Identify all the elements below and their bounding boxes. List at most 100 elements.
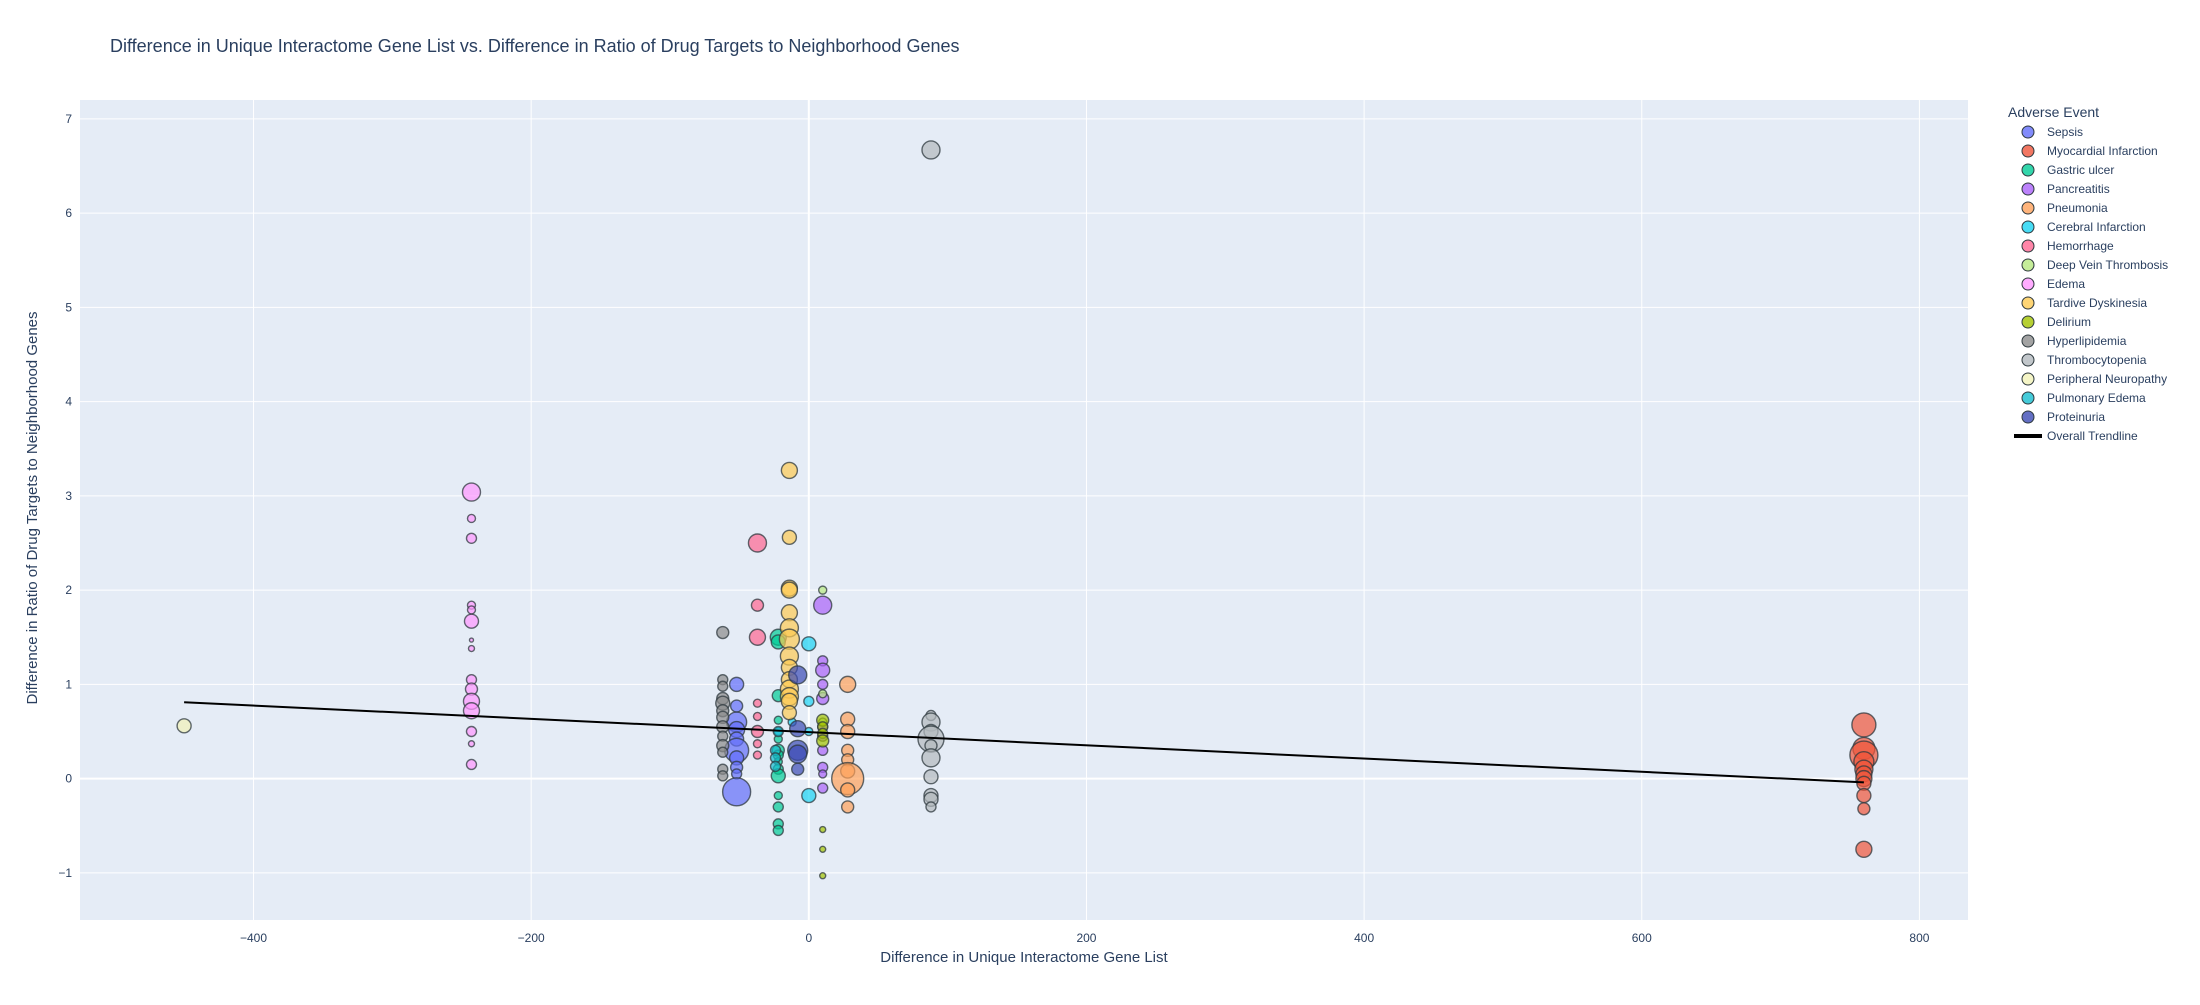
data-point[interactable] (721, 777, 752, 807)
data-point[interactable] (752, 698, 763, 708)
legend-item[interactable]: Tardive Dyskinesia (2021, 296, 2147, 310)
legend-title: Adverse Event (2008, 104, 2099, 120)
data-point[interactable] (750, 724, 765, 739)
legend-label: Gastric ulcer (2047, 163, 2114, 177)
data-point[interactable] (789, 719, 807, 738)
data-point[interactable] (816, 734, 830, 748)
legend-marker (2021, 277, 2035, 291)
data-point[interactable] (780, 461, 799, 480)
data-point[interactable] (773, 715, 783, 725)
data-point[interactable] (817, 782, 829, 794)
data-point[interactable] (803, 695, 815, 708)
legend-item[interactable]: Deep Vein Thrombosis (2021, 258, 2168, 272)
legend-marker (2021, 391, 2035, 405)
data-point[interactable] (921, 748, 941, 768)
legend-item[interactable]: Cerebral Infarction (2021, 220, 2146, 234)
x-tick-label: 200 (1076, 931, 1096, 945)
data-point[interactable] (467, 644, 476, 653)
data-point[interactable] (729, 699, 744, 713)
data-point[interactable] (839, 782, 856, 798)
data-point[interactable] (750, 598, 765, 612)
data-point[interactable] (465, 758, 478, 771)
data-point[interactable] (465, 532, 478, 544)
legend-label: Hyperlipidemia (2047, 334, 2127, 348)
data-points (176, 140, 1879, 880)
legend-item[interactable]: Proteinuria (2021, 410, 2105, 424)
series-tardive-dyskinesia (778, 461, 801, 721)
data-point[interactable] (781, 529, 798, 546)
legend[interactable]: Adverse Event Sepsis Myocardial Infarction… (2008, 104, 2168, 443)
data-point[interactable] (752, 711, 763, 722)
data-point[interactable] (819, 825, 827, 834)
data-point[interactable] (728, 676, 745, 693)
data-point[interactable] (781, 704, 798, 721)
data-point[interactable] (925, 801, 937, 813)
data-point[interactable] (752, 750, 763, 760)
data-point[interactable] (1856, 787, 1872, 804)
y-tick-label: 3 (65, 489, 72, 503)
data-point[interactable] (819, 845, 827, 854)
data-point[interactable] (772, 824, 784, 837)
data-point[interactable] (818, 689, 828, 699)
x-tick-label: −200 (518, 931, 545, 945)
legend-label: Pancreatitis (2047, 182, 2110, 196)
data-point[interactable] (468, 637, 475, 643)
x-tick-label: −400 (240, 931, 267, 945)
data-point[interactable] (773, 790, 783, 801)
legend-item[interactable]: Edema (2021, 277, 2085, 291)
data-point[interactable] (465, 725, 478, 738)
data-point[interactable] (780, 581, 799, 599)
data-point[interactable] (747, 533, 768, 553)
data-point[interactable] (778, 628, 801, 650)
data-point[interactable] (717, 680, 729, 692)
data-point[interactable] (772, 801, 784, 813)
data-point[interactable] (466, 513, 477, 524)
legend-label: Hemorrhage (2047, 239, 2114, 253)
legend-item[interactable]: Hemorrhage (2021, 239, 2114, 253)
data-point[interactable] (717, 746, 729, 758)
data-point[interactable] (921, 140, 941, 160)
legend-item[interactable]: Delirium (2021, 315, 2091, 329)
data-point[interactable] (788, 744, 808, 764)
legend-item[interactable]: Sepsis (2021, 125, 2083, 139)
legend-item[interactable]: Hyperlipidemia (2021, 334, 2127, 348)
data-point[interactable] (801, 787, 817, 804)
data-point[interactable] (815, 662, 831, 678)
data-point[interactable] (748, 628, 767, 646)
legend-item[interactable]: Gastric ulcer (2021, 163, 2114, 177)
data-point[interactable] (717, 770, 729, 782)
data-point[interactable] (462, 702, 481, 720)
legend-item[interactable]: Thrombocytopenia (2021, 353, 2147, 367)
legend-label: Pneumonia (2047, 201, 2108, 215)
legend-item[interactable]: Pulmonary Edema (2021, 391, 2146, 405)
legend-item[interactable]: Myocardial Infarction (2021, 144, 2158, 158)
data-point[interactable] (801, 636, 817, 652)
data-point[interactable] (788, 665, 808, 685)
data-point[interactable] (467, 740, 476, 748)
data-point[interactable] (752, 739, 763, 749)
data-point[interactable] (716, 625, 730, 640)
data-point[interactable] (1851, 712, 1877, 738)
data-point[interactable] (1855, 840, 1873, 859)
data-point[interactable] (923, 769, 939, 785)
legend-label: Edema (2047, 277, 2085, 291)
data-point[interactable] (819, 872, 827, 880)
legend-item[interactable]: Overall Trendline (2014, 429, 2138, 443)
data-point[interactable] (466, 605, 477, 615)
data-point[interactable] (817, 678, 829, 691)
data-point[interactable] (839, 723, 856, 740)
data-point[interactable] (818, 769, 828, 779)
data-point[interactable] (461, 482, 482, 502)
data-point[interactable] (840, 800, 855, 814)
data-point[interactable] (769, 760, 782, 773)
data-point[interactable] (1857, 802, 1871, 816)
legend-item[interactable]: Peripheral Neuropathy (2021, 372, 2167, 386)
data-point[interactable] (176, 718, 192, 734)
data-point[interactable] (838, 675, 857, 694)
legend-item[interactable]: Pancreatitis (2021, 182, 2110, 196)
data-point[interactable] (813, 595, 833, 615)
data-point[interactable] (791, 762, 805, 776)
legend-item[interactable]: Pneumonia (2021, 201, 2108, 215)
data-point[interactable] (463, 613, 480, 629)
data-point[interactable] (818, 585, 828, 595)
